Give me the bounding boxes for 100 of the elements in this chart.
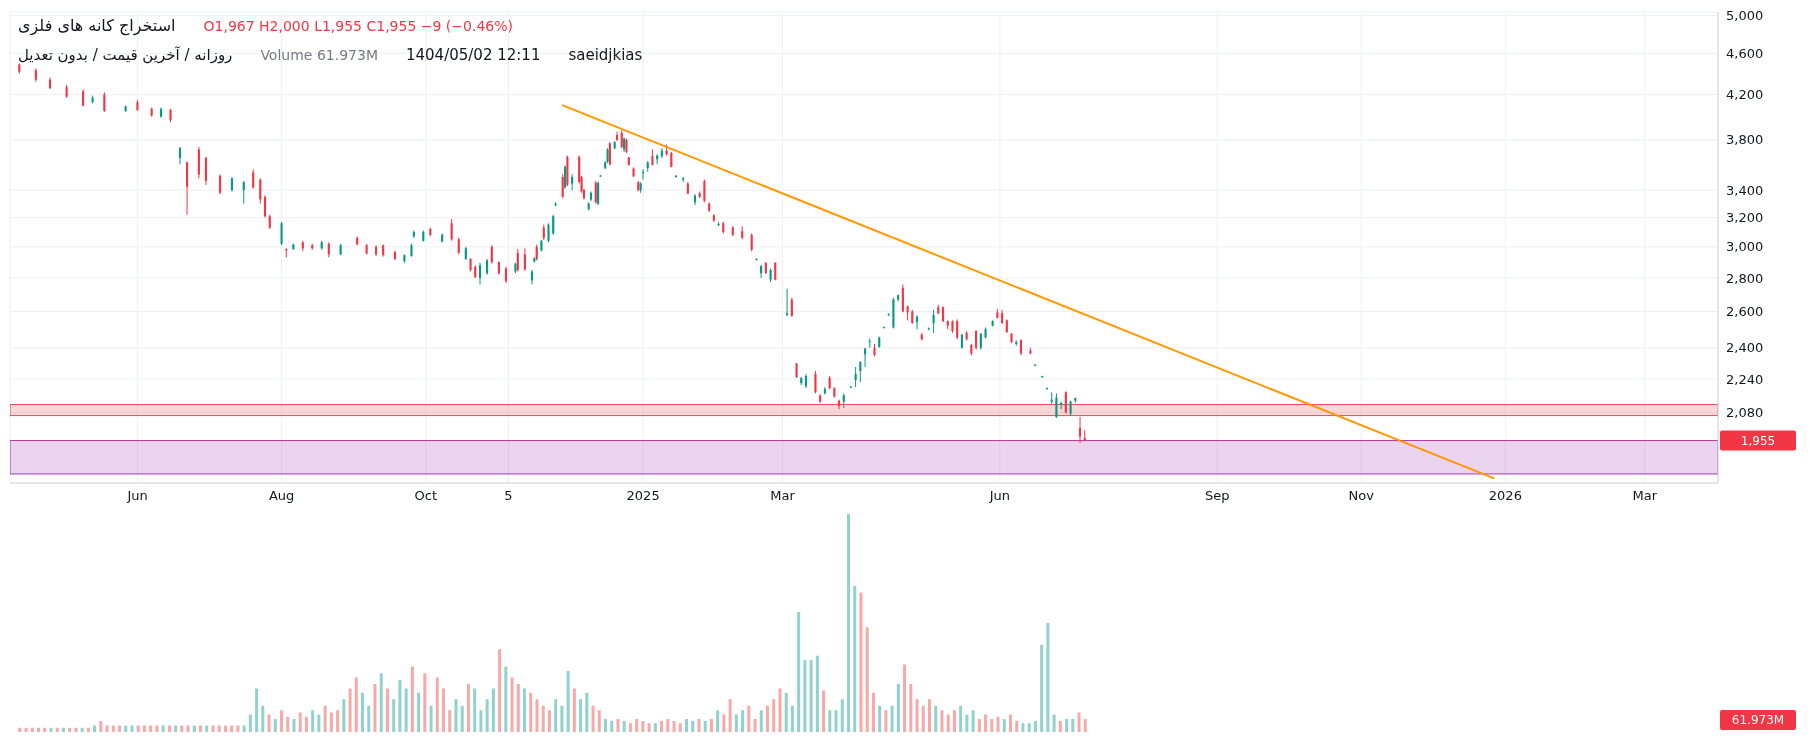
y-tick-label: 4,600 (1726, 45, 1764, 61)
x-tick-label: Mar (770, 488, 796, 504)
y-tick-label: 3,200 (1726, 210, 1764, 226)
bar (547, 710, 551, 732)
bar (423, 673, 427, 732)
bar (834, 710, 838, 732)
candlestick (263, 194, 267, 219)
candlestick (915, 314, 919, 330)
bar (585, 692, 589, 732)
bar (691, 721, 695, 732)
bar (1071, 718, 1075, 732)
bar (529, 692, 533, 732)
x-tick-label: Nov (1348, 488, 1375, 504)
candlestick (859, 360, 862, 383)
bar (186, 725, 190, 732)
bar (859, 592, 863, 732)
bar (1027, 723, 1031, 732)
bar (118, 725, 122, 732)
bar (747, 705, 751, 732)
text: 61.973M (1720, 710, 1796, 730)
bar (660, 721, 664, 732)
bar (840, 699, 844, 732)
bar (348, 688, 352, 732)
bar (990, 718, 994, 732)
bar (454, 699, 458, 732)
bar (809, 660, 813, 732)
bar (404, 688, 408, 732)
bar (915, 699, 919, 732)
bar (124, 725, 128, 732)
bar (392, 699, 396, 732)
bar (722, 714, 726, 732)
bar (572, 688, 576, 732)
bar (192, 725, 196, 732)
y-tick-label: 2,240 (1726, 371, 1764, 387)
bar (1040, 644, 1044, 732)
bar (778, 688, 782, 732)
candlestick (854, 366, 857, 388)
x-tick-label: Jun (988, 488, 1010, 504)
bar (223, 725, 227, 732)
bar (952, 710, 956, 732)
bar (940, 710, 944, 732)
candlestick (103, 91, 106, 113)
x-tick-label: 2025 (626, 488, 660, 504)
bar (1015, 721, 1019, 732)
bar (174, 725, 178, 732)
bar (1046, 623, 1050, 732)
bar (292, 718, 296, 732)
bar (460, 705, 464, 732)
candlestick (552, 214, 555, 236)
bar (49, 727, 53, 732)
bar (429, 705, 433, 732)
y-tick-label: 2,800 (1726, 270, 1764, 286)
bar (385, 688, 389, 732)
candlestick (760, 264, 763, 279)
candlestick (547, 222, 550, 243)
bar (336, 710, 340, 732)
bar (678, 723, 682, 732)
y-tick-label: 2,400 (1726, 340, 1764, 356)
bar (248, 714, 252, 732)
bar (890, 705, 894, 732)
candlestick (1055, 392, 1058, 419)
bar (1077, 712, 1081, 732)
candlestick (204, 156, 208, 186)
bar (329, 712, 333, 732)
annotation: Volume 61.973M (260, 47, 378, 63)
bar (230, 725, 234, 732)
bar (1002, 718, 1006, 732)
bar (1058, 721, 1062, 732)
bar (1052, 714, 1056, 732)
bar (167, 725, 171, 732)
y-tick-label: 3,000 (1726, 239, 1764, 255)
bar (597, 710, 601, 732)
bar (473, 688, 477, 732)
bar (790, 705, 794, 732)
candlestick (786, 288, 789, 317)
bar (647, 723, 651, 732)
bar (672, 721, 676, 732)
bar (479, 710, 483, 732)
x-tick-label: 5 (504, 488, 513, 504)
bar (734, 714, 738, 732)
bar (448, 710, 452, 732)
bar (342, 699, 346, 732)
candlestick (868, 337, 871, 349)
bar (80, 727, 84, 732)
bar (498, 649, 502, 732)
candlestick (478, 262, 482, 286)
candlestick (523, 247, 526, 272)
bar (815, 655, 819, 732)
bar (865, 627, 869, 732)
bar (55, 727, 59, 732)
bar (379, 673, 383, 732)
text: روزانه / آخرین قیمت / بدون تعدیل (18, 46, 233, 64)
x-tick-label: Sep (1204, 488, 1230, 504)
bar (566, 670, 570, 732)
bar (1083, 718, 1087, 732)
candlestick (790, 297, 793, 318)
bar (516, 684, 520, 732)
y-tick-label: 2,600 (1726, 304, 1764, 320)
bar (273, 718, 277, 732)
bar (217, 725, 221, 732)
